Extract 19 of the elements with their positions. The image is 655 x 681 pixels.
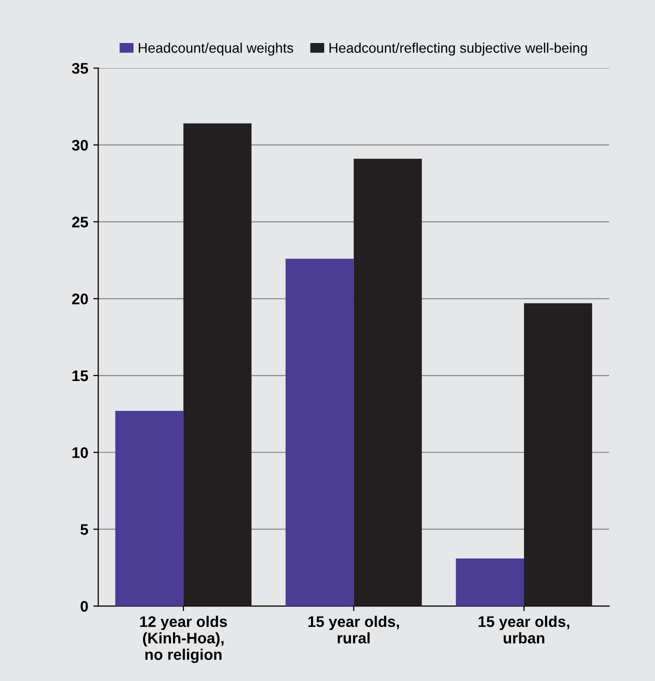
legend-label: Headcount/equal weights [138,42,294,56]
y-tick-label: 5 [80,524,88,535]
x-tick-label: 15 year olds, rural [308,616,399,644]
x-tick-label: 15 year olds, urban [478,616,570,644]
x-tick-label: 12 year olds (Kinh-Hoa), no religion [140,616,227,664]
bar [524,303,592,606]
y-tick-label: 0 [80,600,88,612]
y-tick-label: 30 [72,140,88,151]
bar [354,158,422,606]
y-tick-label: 35 [72,62,88,74]
legend-label: Headcount/reflecting subjective well-being [330,42,587,56]
bar [286,258,354,606]
bar [115,410,184,606]
y-tick-label: 25 [72,216,88,228]
y-tick-label: 10 [72,447,88,458]
bar [183,123,252,606]
y-tick-label: 15 [72,370,88,382]
bar [456,558,524,606]
y-tick-label: 20 [72,294,88,304]
